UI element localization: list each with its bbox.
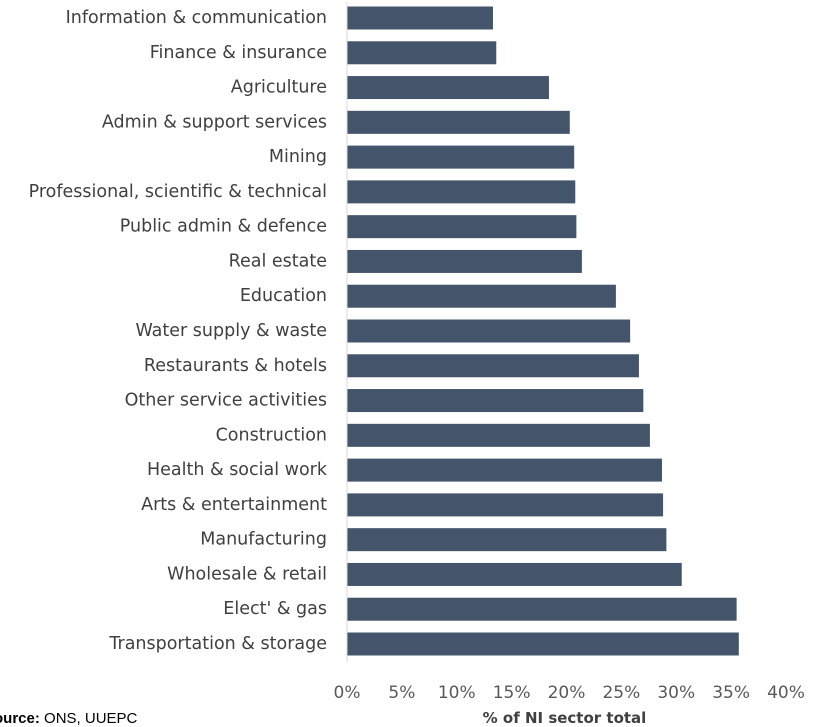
- bar-other-service-activities: [347, 389, 643, 412]
- source-note: Source: ONS, UUEPC: [0, 710, 138, 727]
- category-label-water-supply-waste: Water supply & waste: [136, 321, 328, 341]
- x-tick-label: 10%: [438, 683, 476, 703]
- category-label-information-communication: Information & communication: [66, 8, 327, 28]
- category-label-health-social-work: Health & social work: [147, 460, 328, 480]
- bar-education: [347, 285, 616, 308]
- bar-wholesale-retail: [347, 563, 682, 586]
- category-label-education: Education: [240, 286, 327, 306]
- x-tick-label: 40%: [767, 683, 805, 703]
- x-tick-label: 25%: [602, 683, 640, 703]
- category-label-manufacturing: Manufacturing: [200, 530, 327, 550]
- bar-real-estate: [347, 250, 582, 273]
- bar-water-supply-waste: [347, 320, 630, 343]
- category-label-finance-insurance: Finance & insurance: [150, 43, 327, 63]
- category-label-mining: Mining: [269, 147, 327, 167]
- source-value: ONS, UUEPC: [40, 710, 138, 727]
- category-label-real-estate: Real estate: [229, 251, 327, 271]
- x-tick-label: 20%: [548, 683, 586, 703]
- bar-health-social-work: [347, 459, 662, 482]
- category-label-admin-support-services: Admin & support services: [102, 112, 327, 132]
- category-label-arts-entertainment: Arts & entertainment: [141, 495, 327, 515]
- category-label-wholesale-retail: Wholesale & retail: [167, 564, 327, 584]
- source-label: Source:: [0, 710, 40, 727]
- category-label-elect-gas: Elect' & gas: [223, 599, 327, 619]
- bar-information-communication: [347, 7, 493, 30]
- bars-group: [347, 7, 739, 656]
- x-tick-label: 5%: [388, 683, 415, 703]
- bar-admin-support-services: [347, 111, 570, 134]
- bar-finance-insurance: [347, 41, 496, 64]
- category-label-restaurants-hotels: Restaurants & hotels: [144, 356, 327, 376]
- bar-arts-entertainment: [347, 493, 663, 516]
- bar-restaurants-hotels: [347, 354, 639, 377]
- category-label-public-admin-defence: Public admin & defence: [120, 217, 327, 237]
- category-label-agriculture: Agriculture: [231, 78, 327, 98]
- bar-elect-gas: [347, 598, 737, 621]
- bar-transportation-storage: [347, 633, 739, 656]
- bar-professional-scientific-technical: [347, 180, 575, 203]
- category-label-professional-scientific-technical: Professional, scientific & technical: [29, 182, 327, 202]
- x-tick-labels-group: 0% 5% 10% 15% 20% 25% 30% 35% 40%: [334, 683, 805, 703]
- category-label-other-service-activities: Other service activities: [125, 391, 327, 411]
- bar-manufacturing: [347, 528, 666, 551]
- x-tick-label: 30%: [657, 683, 695, 703]
- x-tick-label: 0%: [334, 683, 361, 703]
- x-axis-title: % of NI sector total: [483, 709, 647, 727]
- bar-mining: [347, 146, 574, 169]
- x-tick-label: 15%: [493, 683, 531, 703]
- bar-agriculture: [347, 76, 549, 99]
- bar-construction: [347, 424, 650, 447]
- bar-public-admin-defence: [347, 215, 576, 238]
- x-tick-label: 35%: [712, 683, 750, 703]
- category-label-construction: Construction: [216, 425, 327, 445]
- category-labels-group: Information & communication Finance & ins…: [29, 8, 328, 654]
- category-label-transportation-storage: Transportation & storage: [108, 634, 327, 654]
